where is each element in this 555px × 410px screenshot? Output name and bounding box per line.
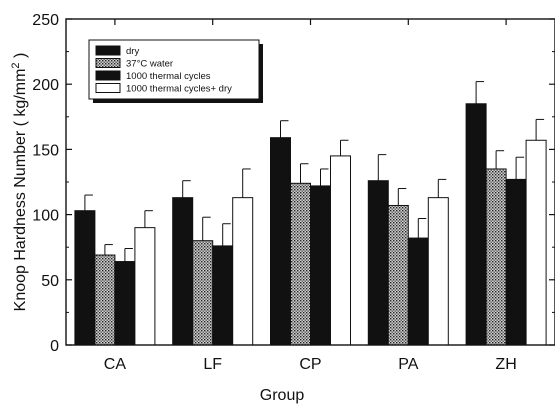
bar-zh-series-2 (485, 168, 507, 346)
bar-pa-series-3 (407, 237, 429, 346)
legend-label: 1000 thermal cycles+ dry (126, 84, 232, 95)
bar-cp-series-2 (290, 182, 311, 346)
y-tick-label: 250 (32, 12, 59, 29)
bar-ca-series-2 (94, 254, 116, 346)
bar-cp-series-3 (310, 185, 331, 346)
legend-swatch (95, 70, 121, 81)
plot-frame (65, 18, 555, 346)
legend-swatch (95, 58, 121, 68)
bar-pa-series-2 (387, 204, 409, 346)
bar-pa-series-4 (427, 197, 449, 346)
x-tick-label: CA (104, 356, 127, 373)
bar-lf-series-1 (172, 197, 194, 346)
y-tick-label: 150 (32, 142, 59, 159)
x-tick-label: PA (398, 356, 418, 373)
bar-ca-series-1 (74, 210, 96, 346)
bar-ca-series-4 (134, 227, 156, 346)
bar-lf-series-2 (192, 240, 214, 346)
legend-label: dry (126, 46, 139, 57)
y-axis-title: Knoop Hardness Number ( kg/mm2 ) (10, 53, 29, 312)
bar-zh-series-4 (525, 139, 547, 346)
y-tick-label: 50 (41, 273, 59, 290)
legend-label: 37°C water (126, 59, 173, 70)
bar-lf-series-4 (232, 197, 254, 346)
x-tick-label: ZH (495, 356, 516, 373)
bar-zh-series-1 (465, 103, 487, 346)
legend-swatch (95, 45, 121, 56)
bar-zh-series-3 (505, 178, 527, 346)
bar-cp-series-4 (330, 155, 351, 346)
bar-pa-series-1 (367, 180, 389, 346)
y-axis-ticks: 0 50 100 150 200 250 (32, 12, 555, 355)
legend-label: 1000 thermal cycles (126, 71, 211, 82)
y-tick-label: 100 (32, 208, 59, 225)
bar-lf-series-3 (212, 245, 234, 346)
bar-ca-series-3 (114, 261, 136, 346)
x-tick-label: CP (299, 356, 321, 373)
y-tick-label: 0 (50, 338, 59, 355)
x-tick-label: LF (203, 356, 222, 373)
legend-swatch (95, 83, 121, 93)
bar-cp-series-1 (270, 137, 291, 346)
y-tick-label: 200 (32, 77, 59, 94)
bar-series-group (74, 81, 547, 346)
x-axis-title: Group (260, 387, 305, 404)
